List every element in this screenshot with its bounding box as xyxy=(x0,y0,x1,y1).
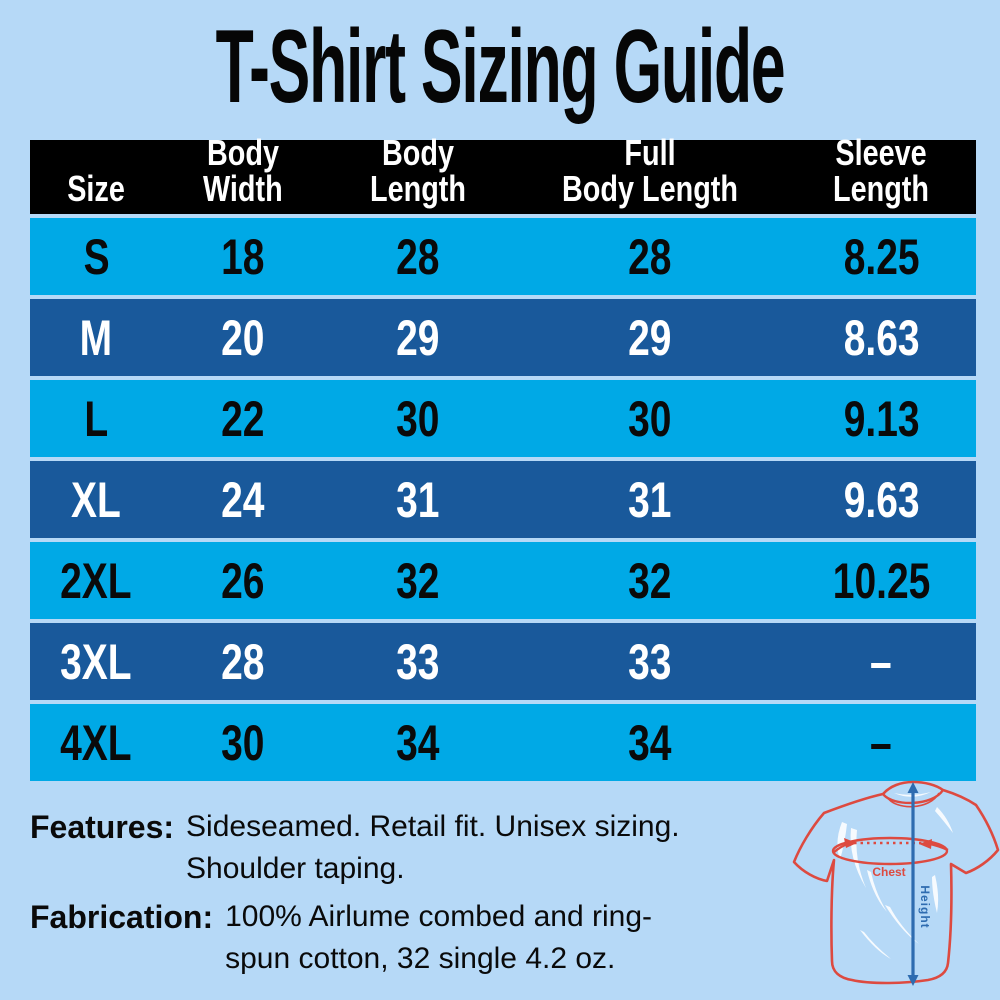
cell-body-width: 24 xyxy=(221,471,265,528)
cell-sleeve-length: 9.63 xyxy=(843,471,920,528)
cell-size: 2XL xyxy=(60,552,132,609)
tshirt-outline-icon xyxy=(792,780,1000,985)
cell-size: 4XL xyxy=(60,714,132,771)
fabrication-section: Fabrication: 100% Airlume combed and rin… xyxy=(30,896,652,980)
fabrication-label: Fabrication: xyxy=(30,899,214,935)
header-full-body-length: Full Body Length xyxy=(561,132,738,209)
table-row-s: S 18 28 28 8.25 xyxy=(30,218,976,295)
cell-full-body-length: 32 xyxy=(627,552,672,609)
header-sleeve-length: Sleeve Length xyxy=(833,132,930,209)
fabrication-line2: spun cotton, 32 single 4.2 oz. xyxy=(225,942,616,975)
cell-body-length: 31 xyxy=(396,471,440,528)
cell-body-length: 34 xyxy=(396,714,440,771)
cell-full-body-length: 30 xyxy=(627,390,672,447)
cell-body-width: 26 xyxy=(221,552,265,609)
features-text: Sideseamed. Retail fit. Unisex sizing. S… xyxy=(186,806,680,890)
cell-full-body-length: 29 xyxy=(627,309,672,366)
features-line1: Sideseamed. Retail fit. Unisex sizing. xyxy=(186,810,680,843)
header-body-length: Body Length xyxy=(369,132,466,209)
chest-arrowhead-left-icon xyxy=(844,838,857,848)
cell-size: 3XL xyxy=(60,633,132,690)
table-row-m: M 20 29 29 8.63 xyxy=(30,299,976,376)
cell-size: XL xyxy=(71,471,122,528)
page-title-wrap: T-Shirt Sizing Guide xyxy=(0,12,1000,122)
page-title: T-Shirt Sizing Guide xyxy=(215,9,786,125)
table-row-l: L 22 30 30 9.13 xyxy=(30,380,976,457)
cell-size: S xyxy=(83,228,110,285)
cell-size: L xyxy=(84,390,109,447)
table-row-2xl: 2XL 26 32 32 10.25 xyxy=(30,542,976,619)
fabrication-text: 100% Airlume combed and ring- spun cotto… xyxy=(225,896,652,980)
cell-full-body-length: 33 xyxy=(627,633,672,690)
cell-body-length: 33 xyxy=(396,633,440,690)
cell-full-body-length: 31 xyxy=(627,471,672,528)
tshirt-diagram-icon: Chest Height xyxy=(792,780,1000,986)
tshirt-diagram: Chest Height xyxy=(790,780,1000,1000)
chest-arrowhead-right-icon xyxy=(919,839,932,849)
height-arrow-icon xyxy=(907,782,919,986)
cell-body-width: 28 xyxy=(221,633,265,690)
chest-label: Chest xyxy=(872,865,905,879)
table-row-4xl: 4XL 30 34 34 – xyxy=(30,704,976,781)
features-label: Features: xyxy=(30,809,175,845)
cell-body-length: 29 xyxy=(396,309,440,366)
cell-body-width: 22 xyxy=(221,390,265,447)
height-label: Height xyxy=(918,885,932,928)
features-line2: Shoulder taping. xyxy=(186,852,405,885)
cell-body-width: 20 xyxy=(221,309,265,366)
cell-body-width: 30 xyxy=(221,714,265,771)
header-body-width: Body Width xyxy=(202,132,283,209)
cell-sleeve-length: 8.63 xyxy=(843,309,920,366)
cell-body-length: 30 xyxy=(396,390,440,447)
table-row-3xl: 3XL 28 33 33 – xyxy=(30,623,976,700)
features-section: Features: Sideseamed. Retail fit. Unisex… xyxy=(30,806,680,890)
table-row-xl: XL 24 31 31 9.63 xyxy=(30,461,976,538)
cell-sleeve-length: 10.25 xyxy=(832,552,931,609)
cell-sleeve-length: – xyxy=(870,633,893,690)
cell-full-body-length: 28 xyxy=(627,228,672,285)
highlight-streaks-icon xyxy=(837,792,953,959)
fabrication-line1: 100% Airlume combed and ring- xyxy=(225,900,653,933)
cell-sleeve-length: – xyxy=(870,714,893,771)
sizing-table: Size Body Width Body Length Full Body Le… xyxy=(30,132,976,781)
cell-sleeve-length: 9.13 xyxy=(843,390,920,447)
cell-body-length: 28 xyxy=(396,228,440,285)
cell-size: M xyxy=(79,309,113,366)
header-size: Size xyxy=(67,168,126,209)
cell-full-body-length: 34 xyxy=(627,714,672,771)
cell-body-length: 32 xyxy=(396,552,440,609)
cell-body-width: 18 xyxy=(221,228,265,285)
cell-sleeve-length: 8.25 xyxy=(843,228,920,285)
chest-ellipse-icon xyxy=(831,836,949,866)
table-header-row: Size Body Width Body Length Full Body Le… xyxy=(30,132,976,214)
chest-arrow-right-icon xyxy=(929,842,949,852)
